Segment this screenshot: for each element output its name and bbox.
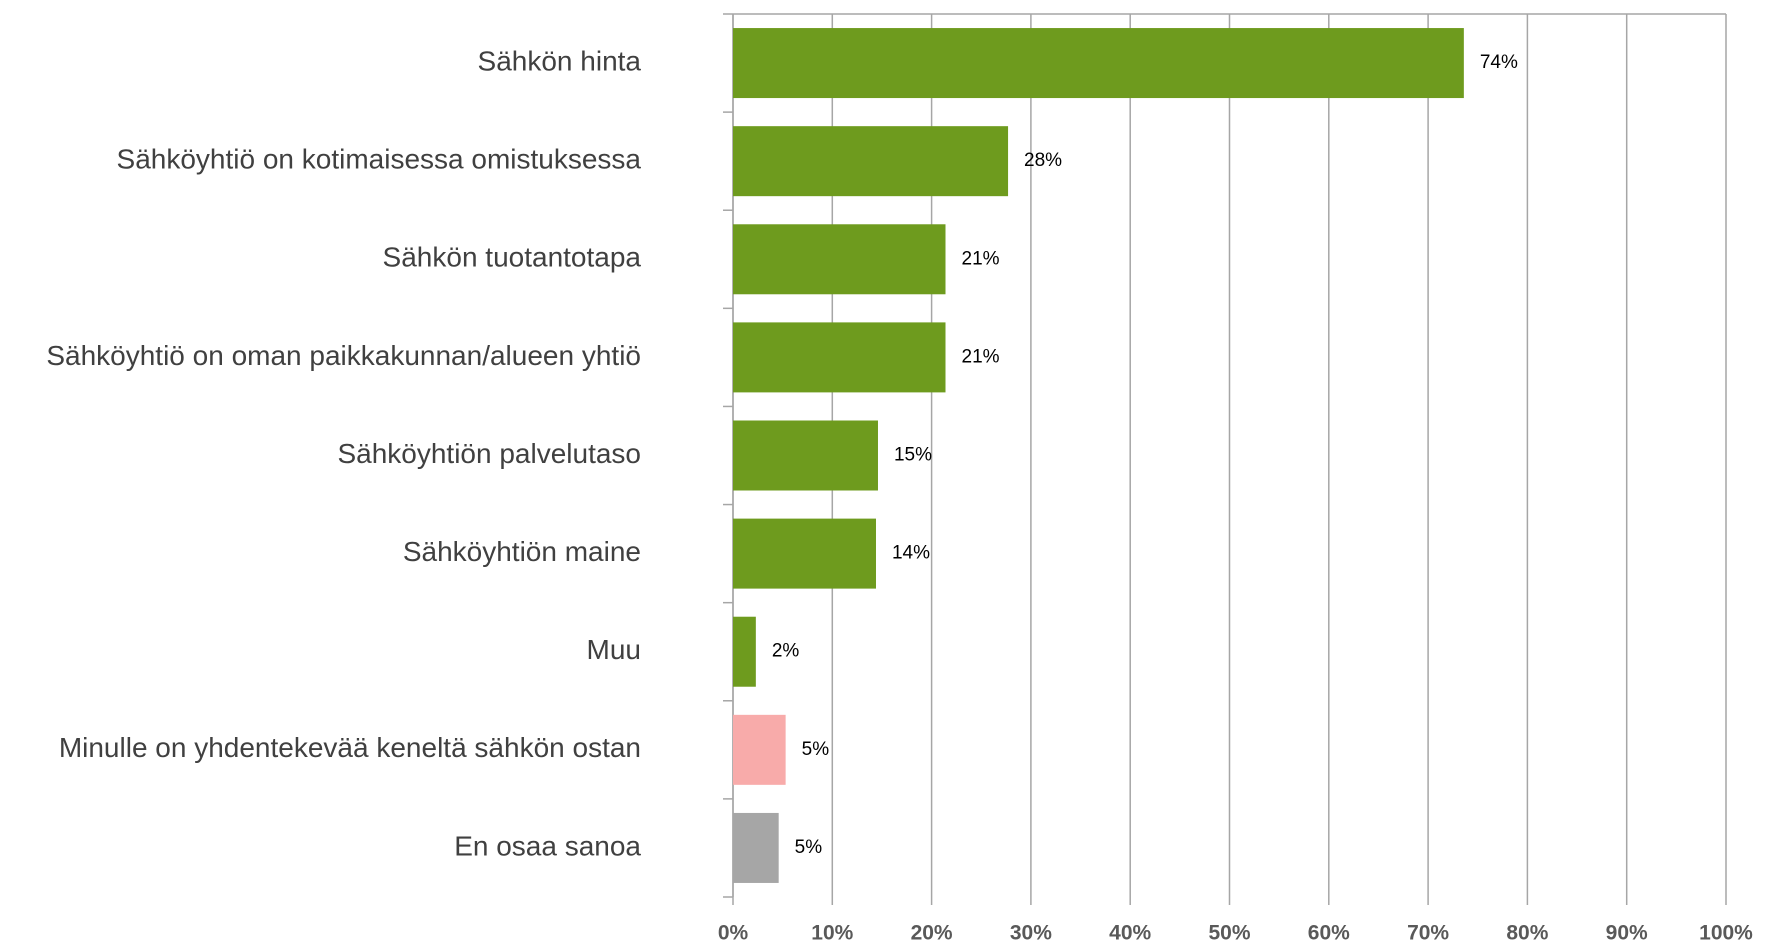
bar xyxy=(733,322,946,393)
category-label: Sähköyhtiö on kotimaisessa omistuksessa xyxy=(117,144,642,175)
category-label: Sähköyhtiön maine xyxy=(403,536,641,567)
data-label: 15% xyxy=(894,445,932,466)
x-tick-label: 50% xyxy=(1208,922,1250,945)
data-label: 5% xyxy=(795,837,823,858)
data-label: 74% xyxy=(1480,52,1518,73)
x-tick-label: 30% xyxy=(1010,922,1052,945)
x-tick-label: 20% xyxy=(911,922,953,945)
bar xyxy=(733,224,946,295)
data-label: 21% xyxy=(962,248,1000,269)
x-tick-label: 60% xyxy=(1308,922,1350,945)
category-label: Sähkön hinta xyxy=(478,45,642,76)
data-label: 21% xyxy=(962,346,1000,367)
x-tick-label: 100% xyxy=(1699,922,1753,945)
x-tick-label: 80% xyxy=(1506,922,1548,945)
x-tick-label: 70% xyxy=(1407,922,1449,945)
data-label: 2% xyxy=(772,641,800,662)
x-tick-label: 0% xyxy=(718,922,749,945)
x-tick-label: 90% xyxy=(1606,922,1648,945)
bar xyxy=(733,714,786,785)
bar xyxy=(733,126,1009,197)
x-tick-label: 10% xyxy=(811,922,853,945)
data-label: 14% xyxy=(892,543,930,564)
category-label: Minulle on yhdentekevää keneltä sähkön o… xyxy=(59,732,641,763)
x-tick-label: 40% xyxy=(1109,922,1151,945)
data-label: 5% xyxy=(802,739,830,760)
bar xyxy=(733,616,756,687)
category-label: Sähköyhtiön palvelutaso xyxy=(337,438,641,469)
bar xyxy=(733,420,878,491)
bar xyxy=(733,812,779,883)
category-label: Sähkön tuotantotapa xyxy=(383,242,642,273)
category-label: Sähköyhtiö on oman paikkakunnan/alueen y… xyxy=(46,340,641,371)
data-label: 28% xyxy=(1024,150,1062,171)
bar xyxy=(733,28,1464,99)
category-label: En osaa sanoa xyxy=(454,830,641,861)
bar xyxy=(733,518,876,589)
category-label: Muu xyxy=(587,634,641,665)
